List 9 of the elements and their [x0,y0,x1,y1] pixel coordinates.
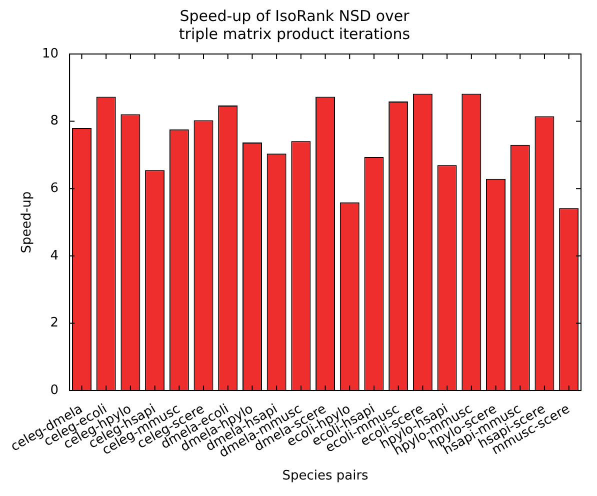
y-tick-label: 4 [50,248,59,264]
y-tick-label: 0 [50,382,59,398]
y-axis-title: Speed-up [20,191,35,254]
chart-title: Speed-up of IsoRank NSD over triple matrix product iterations [178,6,410,43]
x-axis-title: Species pairs [282,468,369,484]
y-tick-label: 2 [50,316,59,331]
y-tick-label: 10 [42,46,59,62]
y-tick-label: 6 [50,180,59,196]
y-tick-label: 8 [50,114,59,129]
